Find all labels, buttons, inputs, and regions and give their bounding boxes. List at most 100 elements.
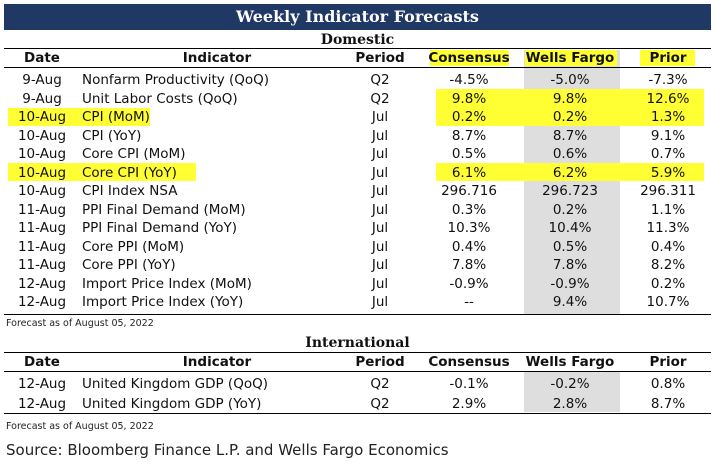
consensus-cell: 2.9% [451,395,487,412]
date-cell: 10-Aug [17,109,67,125]
prior-cell: 12.6% [646,90,690,107]
consensus-cell: 6.1% [451,164,487,181]
divider [4,67,711,68]
date-cell: 9-Aug [22,90,62,107]
date-cell: 11-Aug [17,201,67,218]
consensus-cell: -0.9% [449,275,489,292]
header-date: Date [24,354,60,370]
table-row: 10-Aug CPI Index NSA Jul 296.716 296.723 296.… [4,182,711,200]
wells-fargo-cell: 7.8% [552,257,588,273]
header-period: Period [355,50,405,66]
prior-cell: 5.9% [650,164,686,181]
date-cell: 12-Aug [17,294,67,310]
header-indicator: Indicator [182,354,252,370]
prior-cell: -7.3% [648,72,688,88]
wells-fargo-cell: -5.0% [550,72,590,88]
prior-cell: 1.3% [650,109,686,125]
table-row: 12-Aug Import Price Index (MoM) Jul -0.9% -0… [4,275,711,293]
indicator-cell: CPI Index NSA [82,183,178,199]
prior-cell: 8.7% [650,395,686,412]
header-indicator: Indicator [182,50,252,66]
prior-cell: 296.311 [640,183,696,199]
header-date: Date [24,50,60,66]
period-cell: Jul [371,220,389,236]
date-cell: 10-Aug [17,146,67,162]
date-cell: 12-Aug [17,376,67,392]
indicator-cell: PPI Final Demand (YoY) [82,220,237,236]
period-cell: Jul [371,146,389,162]
period-cell: Jul [371,257,389,273]
indicator-cell: Import Price Index (MoM) [82,275,252,292]
prior-cell: 0.8% [650,376,686,392]
wells-fargo-cell: 6.2% [552,164,588,181]
period-cell: Jul [371,238,389,255]
row-highlight-core-cpi-yoy [436,163,704,181]
indicator-cell: Core PPI (MoM) [82,238,185,255]
period-cell: Jul [371,109,389,125]
indicator-cell: Nonfarm Productivity (QoQ) [82,72,270,88]
divider [4,352,711,353]
indicator-cell: Unit Labor Costs (QoQ) [82,90,238,107]
indicator-cell: Core PPI (YoY) [82,257,176,273]
domestic-section-title: Domestic [320,32,395,48]
wells-fargo-cell: 9.8% [552,90,588,107]
table-row: 10-Aug CPI (YoY) Jul 8.7% 8.7% 9.1% [4,127,711,145]
consensus-cell: -0.1% [449,376,489,392]
wells-fargo-cell: 296.723 [542,183,598,199]
prior-cell: 8.2% [650,257,686,273]
period-cell: Q2 [370,90,390,107]
domestic-forecast-note: Forecast as of August 05, 2022 [6,318,154,329]
wells-fargo-cell: 9.4% [552,294,588,310]
consensus-cell: 0.2% [451,109,487,125]
divider [4,48,711,49]
row-highlight-cpi-mom [436,108,704,126]
wells-fargo-cell: 10.4% [548,220,592,236]
wells-fargo-cell: 2.8% [552,395,588,412]
period-cell: Jul [371,127,389,144]
divider [4,314,711,315]
wells-fargo-header-highlight [525,50,617,66]
consensus-cell: 0.5% [451,146,487,162]
wells-fargo-cell: 0.2% [552,201,588,218]
wells-fargo-column-shade [524,372,620,412]
consensus-header-highlight [430,50,509,66]
period-cell: Q2 [370,376,390,392]
table-row: 12-Aug Import Price Index (YoY) Jul -- 9.4% 1… [4,293,711,311]
consensus-cell: -- [464,294,474,310]
consensus-cell: 7.8% [451,257,487,273]
header-prior: Prior [649,354,687,370]
table-row: 11-Aug PPI Final Demand (MoM) Jul 0.3% 0.2% 1… [4,201,711,219]
wells-fargo-cell: -0.2% [550,376,590,392]
row-highlight-unit-labor-costs [436,89,704,108]
indicator-cell: CPI (YoY) [82,127,142,144]
indicator-cell: United Kingdom GDP (QoQ) [82,376,268,392]
table-row: 9-Aug Unit Labor Costs (QoQ) Q2 9.8% 9.8% 12.… [4,90,711,108]
consensus-cell: 8.7% [451,127,487,144]
wells-fargo-cell: 0.5% [552,238,588,255]
consensus-cell: 0.4% [451,238,487,255]
header-wells-fargo: Wells Fargo [525,354,615,370]
indicator-cell: United Kingdom GDP (YoY) [82,395,262,412]
indicator-cell: Core CPI (MoM) [82,146,186,162]
period-cell: Jul [371,183,389,199]
prior-cell: 10.7% [646,294,690,310]
wells-fargo-cell: 0.2% [552,109,588,125]
source-note: Source: Bloomberg Finance L.P. and Wells… [6,441,449,459]
table-row: 9-Aug Nonfarm Productivity (QoQ) Q2 -4.5% -5… [4,71,711,89]
indicator-cell: PPI Final Demand (MoM) [82,201,246,218]
date-cell: 12-Aug [17,395,67,412]
wells-fargo-cell: 8.7% [552,127,588,144]
table-row: 11-Aug Core PPI (YoY) Jul 7.8% 7.8% 8.2% [4,256,711,274]
table-row: 10-Aug Core CPI (YoY) Jul 6.1% 6.2% 5.9% [4,164,711,182]
header-consensus: Consensus [428,354,510,370]
date-cell: 12-Aug [17,275,67,292]
date-cell: 11-Aug [17,257,67,273]
period-cell: Q2 [370,395,390,412]
indicator-cell: Import Price Index (YoY) [82,294,244,310]
international-forecast-note: Forecast as of August 05, 2022 [6,421,154,432]
indicator-cell: Core CPI (YoY) [82,164,177,181]
table-row: 12-Aug United Kingdom GDP (QoQ) Q2 -0.1% -0.… [4,375,711,393]
period-cell: Jul [371,164,389,181]
prior-cell: 11.3% [646,220,690,236]
date-cell: 9-Aug [22,72,62,88]
